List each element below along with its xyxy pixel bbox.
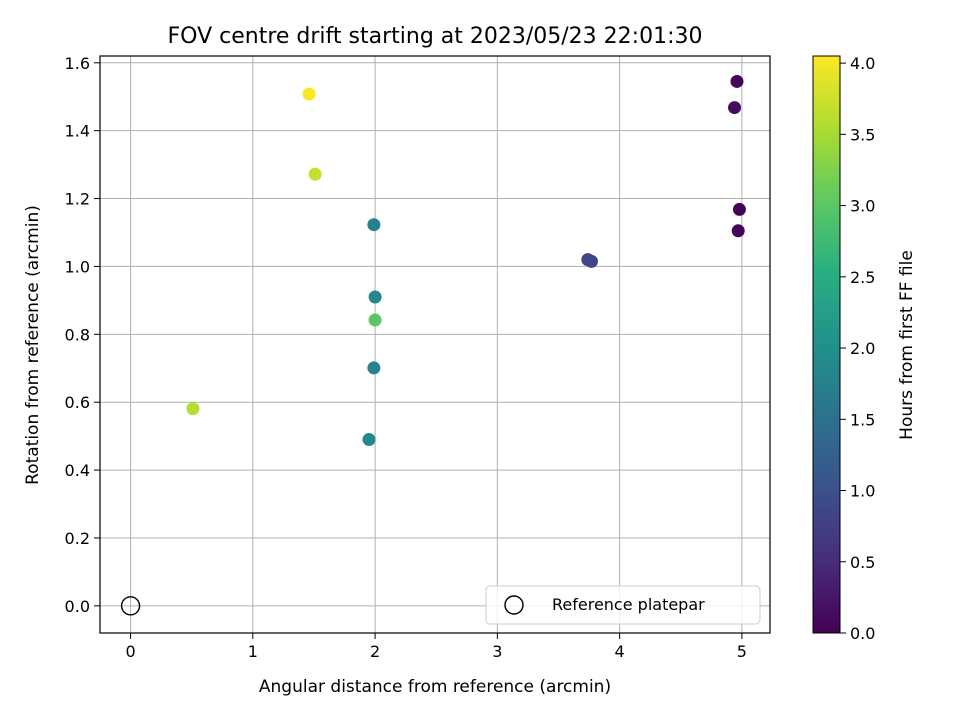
- colorbar-tick-label: 3.0: [850, 197, 875, 216]
- x-tick-label: 4: [615, 642, 625, 661]
- y-tick-label: 1.6: [65, 54, 90, 73]
- x-ticks: 0 1 2 3 4 5: [125, 633, 747, 661]
- colorbar-tick-label: 1.0: [850, 482, 875, 501]
- reference-platepar-marker: [120, 596, 141, 616]
- y-tick-label: 0.0: [65, 597, 90, 616]
- y-tick-label: 0.4: [65, 461, 90, 480]
- legend-marker-reference: [504, 595, 524, 615]
- y-tick-label: 1.4: [65, 122, 90, 141]
- colorbar-tick-label: 2.0: [850, 339, 875, 358]
- x-axis-label: Angular distance from reference (arcmin): [259, 677, 611, 697]
- colorbar-tick-label: 3.5: [850, 125, 875, 144]
- colorbar-tick-label: 1.5: [850, 410, 875, 429]
- data-point: [584, 254, 598, 268]
- colorbar-label: Hours from first FF file: [897, 250, 917, 440]
- plot-frame: [99, 55, 771, 634]
- y-tick-label: 0.2: [65, 529, 90, 548]
- legend-box: [485, 585, 761, 625]
- y-tick-label: 1.0: [65, 257, 90, 276]
- colorbar: 0.0 0.5 1.0 1.5 2.0 2.5 3.0 3.5 4.0 Hours from f…: [812, 54, 917, 643]
- grid-lines: [100, 56, 770, 633]
- chart-title: FOV centre drift starting at 2023/05/23 …: [168, 24, 703, 49]
- y-ticks: 0.0 0.2 0.4 0.6 0.8 1.0 1.2 1.4 1.6: [65, 54, 100, 616]
- colorbar-tick-label: 0.5: [850, 553, 875, 572]
- colorbar-gradient: [812, 55, 841, 634]
- data-point: [186, 402, 200, 416]
- data-point: [728, 101, 742, 115]
- data-point: [367, 218, 381, 232]
- y-tick-label: 1.2: [65, 190, 90, 209]
- colorbar-tick-label: 4.0: [850, 54, 875, 73]
- colorbar-tick-label: 0.0: [850, 624, 875, 643]
- data-point: [368, 313, 382, 327]
- colorbar-ticks: 0.0 0.5 1.0 1.5 2.0 2.5 3.0 3.5 4.0: [840, 54, 875, 643]
- x-tick-label: 0: [125, 642, 135, 661]
- x-tick-label: 2: [370, 642, 380, 661]
- y-tick-label: 0.8: [65, 325, 90, 344]
- data-point: [368, 290, 382, 304]
- legend: Reference platepar: [485, 585, 761, 625]
- data-point: [367, 361, 381, 375]
- data-point: [730, 74, 744, 88]
- x-tick-label: 3: [492, 642, 502, 661]
- data-point: [302, 87, 316, 101]
- y-axis-label: Rotation from reference (arcmin): [23, 205, 43, 485]
- data-point: [731, 224, 745, 238]
- y-tick-label: 0.6: [65, 393, 90, 412]
- x-tick-label: 1: [248, 642, 258, 661]
- legend-label-reference: Reference platepar: [552, 595, 705, 614]
- data-point: [308, 167, 322, 181]
- data-points: [120, 74, 746, 616]
- colorbar-tick-label: 2.5: [850, 268, 875, 287]
- data-point: [732, 202, 746, 216]
- data-point: [362, 433, 376, 447]
- x-tick-label: 5: [737, 642, 747, 661]
